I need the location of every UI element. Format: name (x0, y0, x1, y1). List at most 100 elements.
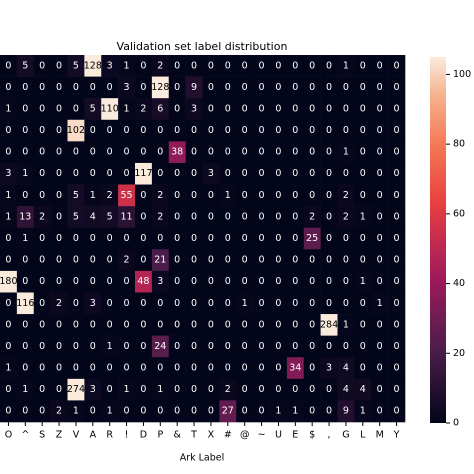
cell-label: 0 (360, 103, 366, 114)
heat-cell (286, 227, 305, 250)
cell-label: 0 (5, 125, 11, 136)
x-tick-label: S (39, 430, 45, 441)
heat-cell (253, 76, 271, 99)
cell-label: 0 (90, 406, 96, 417)
cell-label: 0 (157, 406, 163, 417)
cell-label: 0 (174, 319, 180, 330)
heat-cell (337, 162, 355, 185)
cell-label: 0 (174, 406, 180, 417)
cell-label: 1 (377, 298, 383, 309)
cell-label: 1 (107, 341, 113, 352)
heat-cell (16, 314, 35, 336)
heat-cell (219, 119, 237, 142)
heat-cell (84, 357, 102, 380)
cell-label: 3 (5, 168, 11, 179)
cell-label: 0 (208, 384, 214, 395)
cell-label: 13 (19, 211, 31, 222)
cell-label: 34 (289, 363, 301, 374)
cell-label: 0 (208, 82, 214, 93)
heat-cell (185, 292, 203, 315)
cell-label: 0 (242, 255, 248, 266)
cell-label: 0 (275, 255, 281, 266)
cell-label: 25 (306, 233, 318, 244)
heat-cell (303, 357, 321, 380)
cell-label: 0 (394, 406, 400, 417)
cell-label: 0 (275, 168, 281, 179)
cell-label: 0 (259, 319, 265, 330)
cell-label: 116 (16, 298, 34, 309)
cell-label: 0 (191, 341, 197, 352)
heat-cell (101, 378, 119, 401)
cell-label: 0 (377, 125, 383, 136)
heat-cell (168, 378, 186, 401)
cell-label: 0 (377, 255, 383, 266)
heat-cell (219, 314, 237, 336)
heat-cell (286, 335, 305, 358)
cell-label: 3 (157, 276, 163, 287)
cell-label: 5 (73, 190, 79, 201)
cell-label: 2 (140, 103, 146, 114)
cell-label: 0 (275, 190, 281, 201)
cell-label: 0 (56, 363, 62, 374)
heat-cell (388, 270, 406, 293)
colorbar-tick-label: 80 (453, 139, 465, 150)
heat-cell (135, 314, 153, 336)
heat-cell (50, 335, 68, 358)
cell-label: 0 (73, 103, 79, 114)
heat-cell (185, 119, 203, 142)
cell-label: 0 (309, 168, 315, 179)
heat-cell (354, 227, 372, 250)
cell-label: 0 (309, 319, 315, 330)
cell-label: 0 (124, 233, 130, 244)
cell-label: 0 (377, 60, 383, 71)
cell-label: 0 (242, 211, 248, 222)
cell-label: 0 (124, 363, 130, 374)
cell-label: 0 (360, 125, 366, 136)
cell-label: 3 (90, 384, 96, 395)
heat-cell (67, 206, 85, 229)
cell-label: 2 (56, 298, 62, 309)
cell-label: 0 (73, 276, 79, 287)
cell-label: 0 (191, 298, 197, 309)
cell-label: 0 (275, 125, 281, 136)
cell-label: 0 (39, 384, 45, 395)
heat-cell (236, 119, 254, 142)
heat-cell (151, 119, 170, 142)
cell-label: 0 (157, 168, 163, 179)
heat-cell (33, 98, 51, 121)
heat-cell (101, 249, 119, 272)
heat-cell (118, 119, 136, 142)
heat-cell (270, 98, 288, 121)
heat-cell (337, 119, 355, 142)
cell-label: 0 (275, 276, 281, 287)
heat-cell (236, 335, 254, 358)
heat-cell (135, 55, 153, 77)
cell-label: 0 (191, 168, 197, 179)
cell-label: 0 (174, 82, 180, 93)
cell-label: 0 (377, 384, 383, 395)
cell-label: 0 (343, 125, 349, 136)
cell-label: 2 (56, 406, 62, 417)
cell-label: 9 (191, 82, 197, 93)
cell-label: 0 (309, 82, 315, 93)
cell-label: 1 (124, 60, 130, 71)
cell-label: 0 (107, 319, 113, 330)
cell-label: 0 (326, 103, 332, 114)
cell-label: 0 (191, 384, 197, 395)
cell-label: 0 (22, 341, 28, 352)
heat-cell (303, 206, 321, 229)
heat-cell (185, 141, 203, 164)
heat-cell (253, 270, 271, 293)
cell-label: 0 (326, 82, 332, 93)
heat-cell (388, 119, 406, 142)
heat-cell (84, 378, 102, 401)
heat-cell (84, 206, 102, 229)
cell-label: 0 (140, 211, 146, 222)
heat-cell (135, 400, 153, 423)
heat-cell (388, 335, 406, 358)
heat-cell (303, 162, 321, 185)
cell-label: 0 (259, 168, 265, 179)
cell-label: 0 (377, 319, 383, 330)
cell-label: 0 (39, 168, 45, 179)
